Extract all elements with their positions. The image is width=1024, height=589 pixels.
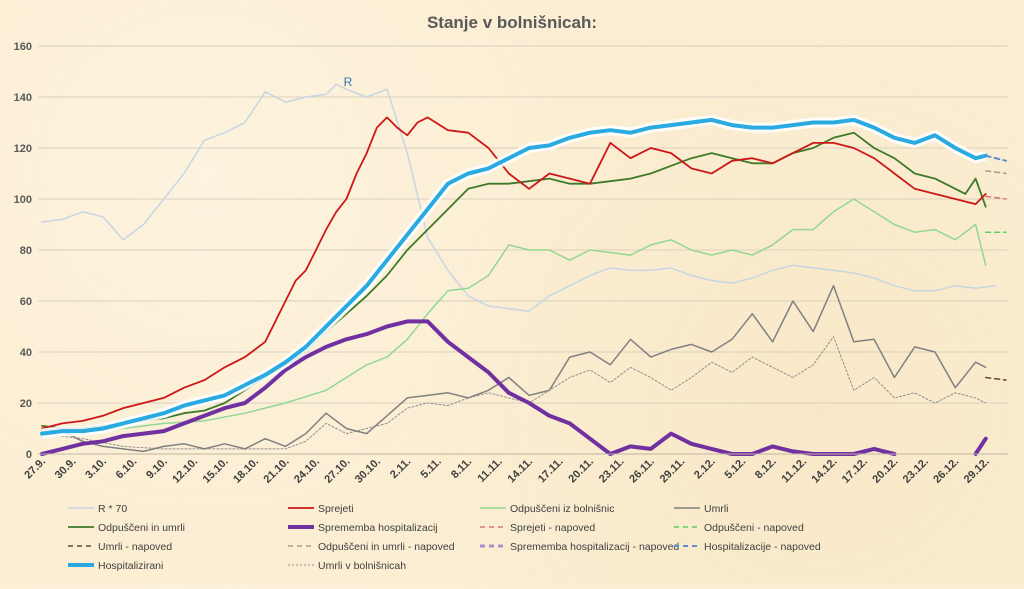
series-spm2-line bbox=[973, 436, 988, 456]
legend-label-spm: Sprememba hospitalizacij bbox=[318, 522, 438, 534]
x-tick-label: 30.10. bbox=[353, 456, 383, 486]
x-tick-label: 12.10. bbox=[170, 456, 200, 486]
series-spr-line bbox=[41, 116, 987, 430]
x-tick-label: 23.12. bbox=[901, 456, 931, 486]
legend-label-odp: Odpuščeni iz bolnišnic bbox=[510, 503, 614, 515]
x-tick-label: 3.10. bbox=[83, 456, 109, 482]
x-tick-label: 29.11. bbox=[658, 456, 688, 486]
x-tick-label: 5.12. bbox=[723, 456, 749, 482]
x-tick-label: 14.12. bbox=[809, 456, 839, 486]
legend-label-r70: R * 70 bbox=[98, 503, 127, 515]
x-tick-label: 6.10. bbox=[114, 456, 140, 482]
x-tick-label: 11.12. bbox=[779, 456, 809, 486]
y-tick-label: 100 bbox=[14, 194, 32, 206]
x-tick-label: 9.10. bbox=[144, 456, 170, 482]
series-spm-line bbox=[40, 319, 897, 456]
legend-label-spr: Sprejeti bbox=[318, 503, 354, 515]
x-tick-label: 30.9. bbox=[53, 456, 79, 482]
grid-layer bbox=[38, 45, 1008, 455]
series-hosp_nap-line bbox=[984, 154, 1007, 162]
x-tick-label: 26.12. bbox=[931, 456, 961, 486]
y-tick-label: 40 bbox=[20, 347, 32, 359]
x-tick-label: 27.10. bbox=[322, 456, 352, 486]
legend-label-umrli: Umrli bbox=[704, 503, 729, 515]
series-odp-line bbox=[41, 198, 987, 432]
chart-title: Stanje v bolnišnicah: bbox=[427, 13, 597, 32]
legend-label-spm_nap: Sprememba hospitalizacij - napoved bbox=[510, 541, 679, 553]
x-tick-label: 23.11. bbox=[597, 456, 627, 486]
y-tick-label: 80 bbox=[20, 245, 32, 257]
series-umr_nap-line bbox=[984, 376, 1007, 381]
series-umrli-line bbox=[41, 284, 987, 453]
x-tick-label: 11.11. bbox=[475, 456, 504, 485]
x-tick-label: 18.10. bbox=[231, 456, 261, 486]
y-tick-label: 120 bbox=[14, 143, 32, 155]
x-tick-label: 24.10. bbox=[292, 456, 322, 486]
x-tick-label: 17.12. bbox=[840, 456, 870, 486]
x-tick-label: 21.10. bbox=[262, 456, 292, 486]
x-tick-label: 20.12. bbox=[870, 456, 900, 486]
x-tick-label: 17.11. bbox=[536, 456, 566, 486]
legend-label-spr_nap: Sprejeti - napoved bbox=[510, 522, 595, 534]
series-hosp-glow bbox=[41, 114, 987, 439]
series-layer bbox=[40, 83, 1007, 456]
legend-label-umr_nap: Umrli - napoved bbox=[98, 541, 172, 553]
legend-label-hosp_nap: Hospitalizacije - napoved bbox=[704, 541, 821, 553]
series-r70-line bbox=[41, 83, 997, 312]
x-tick-label: 15.10. bbox=[201, 456, 231, 486]
x-tick-label: 29.12. bbox=[962, 456, 992, 486]
legend-label-uvb: Umrli v bolnišnicah bbox=[318, 560, 406, 572]
legend-label-oiu: Odpuščeni in umrli bbox=[98, 522, 185, 534]
x-tick-label: 14.11. bbox=[506, 456, 536, 486]
series-oiu_nap-line bbox=[984, 170, 1007, 175]
legend-label-odp_nap: Odpuščeni - napoved bbox=[704, 522, 804, 534]
series-spr_nap-line bbox=[984, 195, 1007, 200]
y-tick-label: 60 bbox=[20, 296, 32, 308]
x-tick-label: 20.11. bbox=[566, 456, 596, 486]
r-annotation: R bbox=[344, 75, 353, 89]
y-tick-label: 140 bbox=[14, 92, 32, 104]
x-tick-label: 2.11. bbox=[388, 456, 413, 481]
y-tick-label: 160 bbox=[14, 41, 32, 53]
legend-label-hosp: Hospitalizirani bbox=[98, 560, 163, 572]
legend-label-oiu_nap: Odpuščeni in umrli - napoved bbox=[318, 541, 455, 553]
x-tick-label: 2.12. bbox=[692, 456, 718, 482]
x-tick-label: 8.11. bbox=[449, 456, 474, 481]
x-tick-label: 8.12. bbox=[753, 456, 779, 482]
series-hosp-line bbox=[40, 117, 988, 436]
y-tick-label: 20 bbox=[20, 398, 32, 410]
x-tick-label: 26.11. bbox=[627, 456, 657, 486]
series-uvb-line bbox=[41, 336, 987, 450]
y-tick-label: 0 bbox=[26, 449, 32, 461]
x-tick-label: 5.11. bbox=[419, 456, 444, 481]
series-oiu-line bbox=[41, 131, 987, 430]
legend: R * 70 Sprejeti Odpuščeni iz bolnišnic Umrl… bbox=[68, 503, 821, 572]
